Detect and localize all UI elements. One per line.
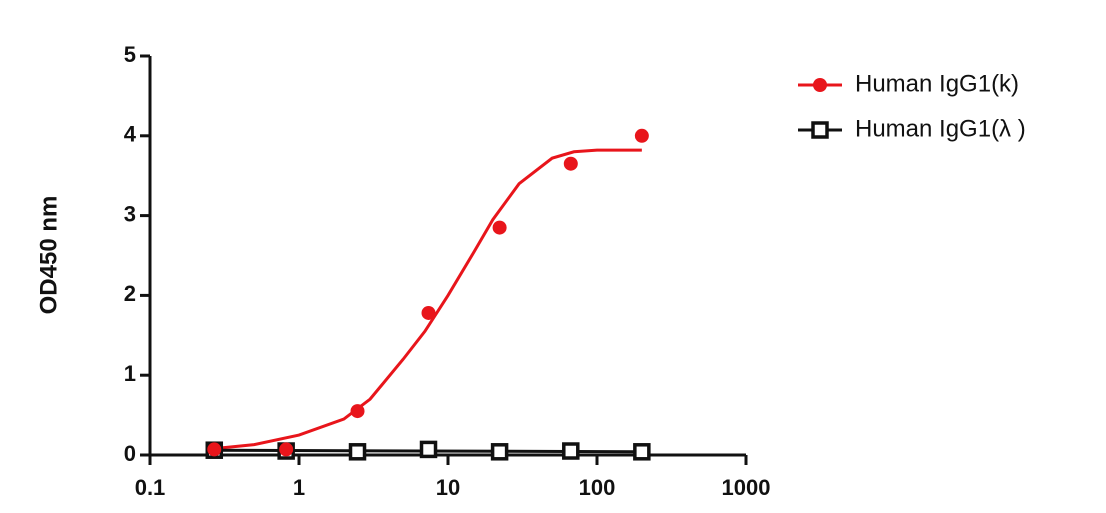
x-tick-label: 10 (436, 475, 460, 500)
y-tick-label: 0 (124, 441, 136, 466)
x-tick-label: 100 (579, 475, 616, 500)
data-point (490, 443, 509, 461)
data-point (563, 156, 578, 171)
legend-label: Human IgG1(λ ) (855, 115, 1026, 142)
fit-curve (214, 148, 642, 451)
y-tick-label: 3 (124, 201, 136, 226)
data-point (348, 443, 367, 461)
legend-marker (813, 78, 827, 92)
data-point (634, 128, 649, 143)
data-point (279, 442, 294, 457)
data-point (492, 220, 507, 235)
y-tick-label: 1 (124, 361, 136, 386)
y-tick-label: 2 (124, 281, 136, 306)
x-tick-label: 0.1 (135, 475, 166, 500)
y-axis-label: OD450 nm (35, 196, 62, 315)
data-point (419, 440, 438, 459)
x-tick-label: 1 (293, 475, 305, 500)
y-tick-label: 4 (124, 122, 137, 147)
data-point (421, 305, 436, 320)
data-point (207, 442, 222, 457)
data-point (633, 443, 651, 461)
legend-marker (811, 121, 829, 139)
y-tick-label: 5 (124, 42, 136, 67)
data-point (350, 404, 365, 419)
x-tick-label: 1000 (722, 475, 771, 500)
data-point (562, 442, 580, 460)
legend-label: Human IgG1(k) (855, 70, 1019, 97)
